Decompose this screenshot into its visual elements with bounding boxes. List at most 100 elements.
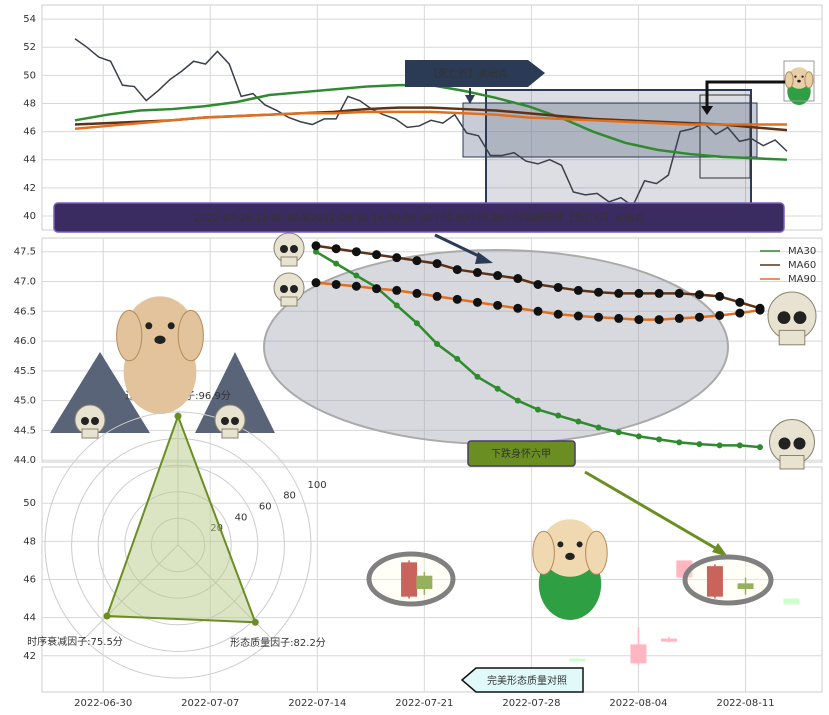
marker bbox=[493, 300, 503, 310]
marker bbox=[595, 424, 602, 431]
marker bbox=[634, 288, 644, 298]
skull-eye bbox=[280, 245, 288, 253]
marker bbox=[694, 290, 704, 300]
radar-tick-label: 80 bbox=[283, 491, 296, 502]
y-tick-label: 47.5 bbox=[14, 247, 36, 258]
marker bbox=[472, 268, 482, 278]
marker bbox=[393, 302, 400, 309]
banner-arrow bbox=[434, 233, 486, 261]
marker bbox=[755, 305, 765, 315]
skull-eye bbox=[290, 245, 298, 253]
radar-label: 时序衰减因子:75.5分 bbox=[27, 635, 123, 648]
x-tick-label: 2022-08-11 bbox=[716, 698, 774, 709]
marker bbox=[553, 282, 563, 292]
marker bbox=[353, 272, 360, 279]
dog-ear bbox=[116, 309, 143, 362]
compare-ring bbox=[366, 551, 456, 607]
candle-body bbox=[401, 562, 418, 597]
marker bbox=[757, 444, 763, 451]
annotation: 【死亡谷】卖出点 bbox=[428, 67, 508, 80]
marker bbox=[392, 253, 402, 263]
y-tick-label: 52 bbox=[23, 42, 36, 53]
dog-ear bbox=[585, 530, 608, 575]
skull-eye bbox=[793, 311, 807, 324]
candle-body bbox=[706, 566, 723, 597]
marker bbox=[736, 442, 743, 449]
marker bbox=[674, 313, 684, 323]
label-box bbox=[467, 440, 576, 467]
marker bbox=[716, 442, 723, 449]
marker bbox=[372, 250, 382, 260]
label-arrow bbox=[584, 470, 723, 554]
marker bbox=[674, 288, 684, 298]
marker bbox=[694, 312, 704, 322]
candle-body bbox=[630, 644, 647, 664]
line bbox=[74, 110, 787, 130]
radar-tick-label: 60 bbox=[259, 502, 272, 513]
y-tick-label: 42 bbox=[23, 183, 36, 194]
y-tick-label: 44.0 bbox=[14, 455, 36, 466]
skull-jaw bbox=[221, 428, 239, 439]
skull-eye bbox=[778, 437, 791, 450]
marker bbox=[735, 308, 745, 318]
y-tick-label: 45.0 bbox=[14, 396, 36, 407]
skull-jaw bbox=[280, 296, 298, 307]
y-tick-label: 42 bbox=[23, 651, 36, 662]
legend-label: MA30 bbox=[788, 246, 816, 257]
candle-body bbox=[569, 658, 586, 662]
candle-body bbox=[661, 638, 678, 642]
mountain bbox=[195, 352, 275, 433]
marker bbox=[553, 309, 563, 319]
annotation-box bbox=[405, 60, 545, 87]
skull-jaw bbox=[778, 329, 806, 346]
compare-box bbox=[460, 667, 584, 693]
y-tick-label: 46.5 bbox=[14, 306, 36, 317]
candle-body bbox=[737, 583, 754, 590]
inset-box bbox=[699, 94, 751, 179]
dog-ear bbox=[804, 71, 814, 89]
marker bbox=[654, 315, 664, 325]
marker bbox=[573, 285, 583, 295]
radar-label: 形态质量因子:82.2分 bbox=[230, 636, 326, 649]
skull-eye bbox=[81, 417, 89, 425]
marker bbox=[494, 385, 501, 392]
y-tick-label: 44 bbox=[23, 613, 36, 624]
marker bbox=[614, 288, 624, 298]
marker bbox=[432, 291, 442, 301]
marker bbox=[614, 313, 624, 323]
dog-ear bbox=[532, 530, 555, 575]
marker bbox=[533, 279, 543, 289]
y-tick-label: 46 bbox=[23, 575, 36, 586]
marker bbox=[452, 294, 462, 304]
marker bbox=[351, 281, 361, 291]
pointer-arrow bbox=[705, 80, 785, 108]
legend-label: MA60 bbox=[788, 260, 816, 271]
marker bbox=[654, 288, 664, 298]
dog-eye bbox=[145, 322, 153, 330]
radar-area bbox=[105, 413, 257, 624]
marker bbox=[696, 441, 703, 448]
radar-point bbox=[174, 412, 182, 420]
skull-jaw bbox=[280, 256, 298, 267]
skull-eye bbox=[91, 417, 99, 425]
dog-nose bbox=[154, 335, 166, 344]
dog-ear bbox=[177, 309, 204, 362]
banner bbox=[53, 202, 785, 233]
marker bbox=[676, 439, 683, 446]
arrow-head bbox=[712, 543, 728, 557]
marker bbox=[333, 260, 340, 267]
radar-tick-label: 100 bbox=[308, 480, 327, 491]
marker bbox=[594, 312, 604, 322]
marker bbox=[311, 278, 321, 288]
dog-head bbox=[788, 67, 810, 89]
dog-eye bbox=[576, 541, 583, 548]
marker bbox=[615, 429, 622, 436]
candle-body bbox=[783, 598, 800, 605]
y-tick-label: 45.5 bbox=[14, 366, 36, 377]
y-tick-label: 44.5 bbox=[14, 425, 36, 436]
annotation: 下跌身怀六甲 bbox=[491, 447, 551, 460]
marker bbox=[535, 406, 541, 413]
marker bbox=[573, 311, 583, 321]
marker bbox=[715, 291, 725, 301]
marker bbox=[313, 248, 319, 255]
